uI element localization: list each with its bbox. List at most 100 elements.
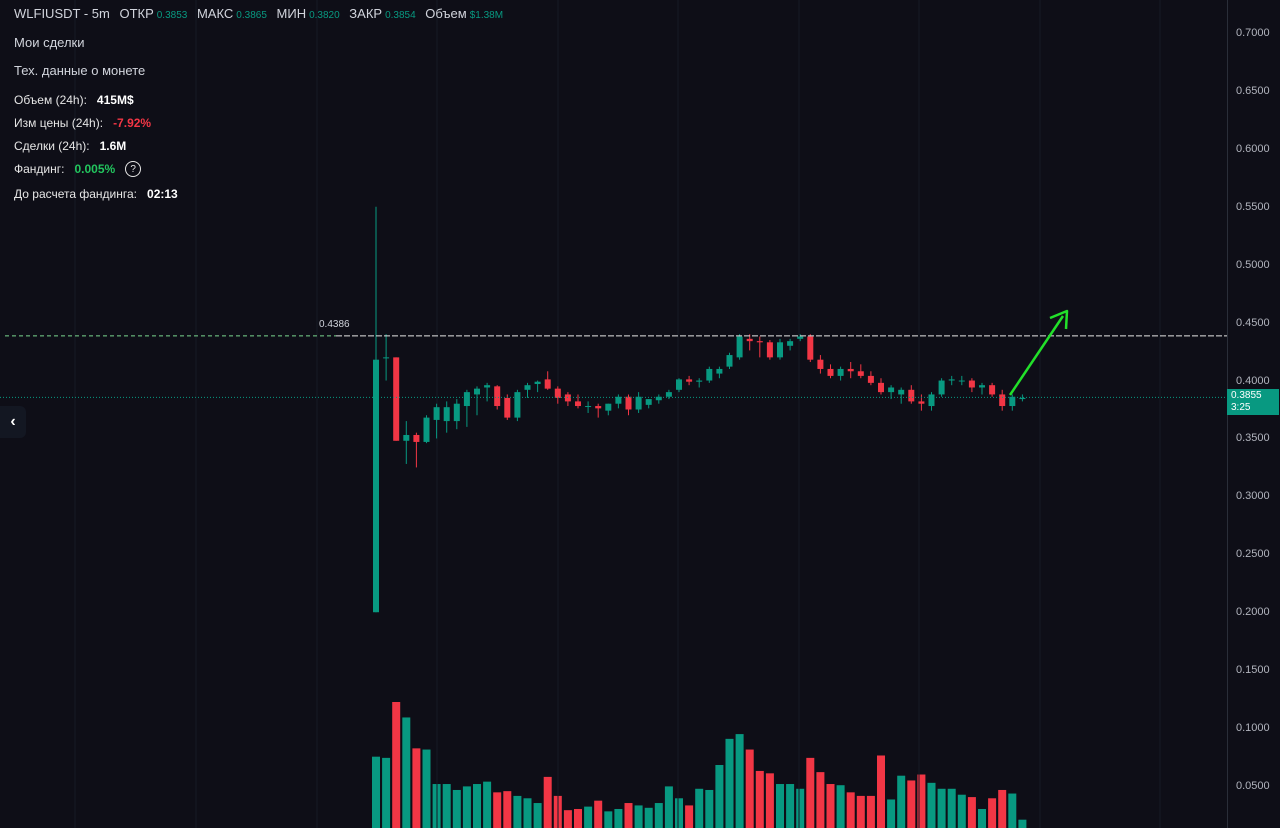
volume-bar — [513, 795, 522, 828]
volume-bar — [907, 780, 916, 828]
candle-body — [726, 355, 733, 367]
candle-body — [817, 359, 824, 369]
candle-body — [1009, 396, 1016, 407]
volume-bar — [866, 795, 875, 828]
up-arrow-drawing[interactable] — [1008, 309, 1069, 396]
coin-data-link[interactable]: Тех. данные о монете — [14, 63, 146, 78]
volume-bar — [917, 774, 926, 828]
volume-bar — [796, 788, 805, 828]
price-tick-label: 0.5000 — [1236, 258, 1270, 271]
candle-body — [686, 379, 693, 382]
volume-bar — [927, 782, 936, 828]
collapse-panel-button[interactable]: ‹ — [0, 406, 26, 438]
volume-bar — [998, 789, 1007, 828]
price-chart[interactable] — [0, 0, 1227, 828]
volume-bar — [937, 788, 946, 828]
candle-body — [837, 368, 844, 376]
volume-bar — [947, 788, 956, 828]
volume-bar — [1018, 819, 1027, 828]
volume-bar — [695, 788, 704, 828]
candle-body — [716, 368, 723, 374]
volume-bar — [877, 755, 885, 828]
price-tick-label: 0.4500 — [1236, 316, 1270, 329]
volume-bar — [846, 792, 855, 828]
arrow-head — [1049, 309, 1069, 330]
candle-body — [544, 379, 551, 389]
volume-bar — [664, 786, 673, 828]
volume-bar — [503, 791, 512, 828]
candle-body — [665, 392, 672, 397]
volume-histogram — [372, 702, 1027, 828]
stat-trades: Сделки (24h): 1.6M — [14, 139, 126, 153]
candle-body — [878, 382, 884, 393]
stat-funding-value: 0.005% — [74, 162, 116, 176]
stat-change-label: Изм цены (24h): — [14, 116, 104, 130]
candle-body — [827, 368, 834, 376]
stat-funding-label: Фандинг: — [14, 162, 65, 176]
candle-body — [847, 368, 854, 372]
volume-bar — [765, 773, 774, 828]
candle-body — [938, 380, 945, 395]
price-tick-label: 0.5500 — [1236, 200, 1270, 213]
candle-body — [958, 380, 965, 382]
arrow-shaft — [1008, 315, 1065, 396]
volume-value: $1.38M — [469, 10, 504, 21]
candle-body — [373, 359, 379, 613]
volume-bar — [412, 748, 421, 828]
last-price-timer: 3:25 — [1231, 402, 1251, 414]
candle-body — [635, 396, 642, 410]
candle-body — [474, 388, 480, 395]
volume-bar — [533, 803, 542, 828]
candle-body — [453, 403, 460, 422]
candle-body — [615, 396, 622, 404]
candle-body — [746, 338, 753, 342]
volume-bar — [755, 770, 764, 828]
price-tick-label: 0.1000 — [1236, 722, 1270, 735]
candle-body — [403, 434, 410, 441]
price-tick-label: 0.3000 — [1236, 490, 1270, 503]
volume-bar — [735, 734, 744, 828]
volume-bar — [594, 800, 603, 828]
volume-bar — [634, 805, 643, 828]
price-tick-label: 0.7000 — [1236, 27, 1270, 39]
help-icon[interactable]: ? — [125, 161, 142, 177]
candle-body — [423, 417, 430, 442]
candle-body — [867, 375, 874, 383]
price-tick-label: 0.3500 — [1236, 432, 1270, 445]
horizontal-line[interactable] — [0, 335, 1227, 398]
volume-bar — [897, 775, 906, 828]
chart-grid — [74, 0, 1161, 828]
candle-body — [514, 392, 521, 418]
candles — [373, 206, 1026, 613]
stat-countdown-label: До расчета фандинга: — [14, 187, 138, 201]
price-tick-label: 0.6500 — [1236, 84, 1270, 97]
volume-bar — [543, 776, 552, 828]
low-value: 0.3820 — [309, 10, 340, 21]
open-label: ОТКР — [119, 6, 154, 21]
price-tick-label: 0.2500 — [1236, 548, 1270, 561]
horizontal-line-label: 0.4386 — [319, 319, 350, 330]
candle-body — [383, 357, 390, 359]
candle-body — [524, 385, 531, 390]
volume-bar — [988, 798, 997, 828]
stat-volume-value: 415M$ — [96, 93, 134, 107]
chart-area[interactable]: WLFIUSDT - 5m ОТКР 0.3853 МАКС 0.3865 МИН 0… — [0, 0, 1227, 828]
volume-bar — [978, 808, 986, 828]
symbol-header: WLFIUSDT - 5m ОТКР 0.3853 МАКС 0.3865 МИН 0… — [14, 6, 503, 21]
volume-bar — [806, 757, 815, 828]
candle-body — [575, 401, 581, 407]
stat-trades-value: 1.6M — [99, 139, 127, 153]
volume-bar — [856, 795, 865, 828]
volume-bar — [604, 811, 613, 828]
volume-bar — [624, 803, 633, 828]
stat-countdown-value: 02:13 — [147, 187, 178, 201]
my-trades-link[interactable]: Мои сделки — [14, 35, 85, 50]
candle-body — [968, 380, 975, 388]
stat-trades-label: Сделки (24h): — [14, 139, 90, 153]
candle-body — [564, 394, 571, 402]
candle-body — [736, 336, 743, 358]
volume-bar — [967, 797, 976, 828]
low-label: МИН — [276, 6, 307, 21]
symbol-label: WLFIUSDT - 5m — [14, 6, 110, 21]
candle-body — [585, 406, 592, 408]
